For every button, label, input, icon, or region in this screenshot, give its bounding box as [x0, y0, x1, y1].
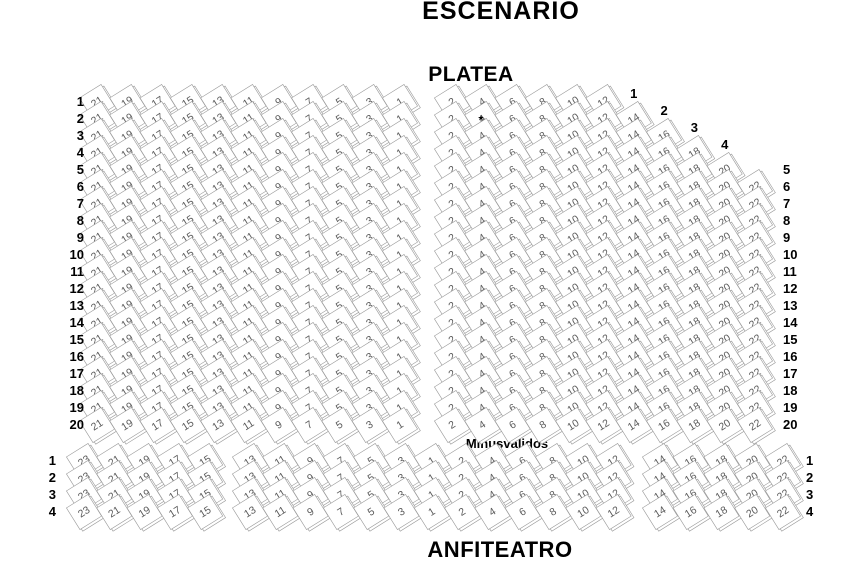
svg-text:20: 20 — [783, 417, 797, 432]
svg-text:2: 2 — [77, 111, 84, 126]
svg-text:18: 18 — [70, 383, 84, 398]
svg-text:8: 8 — [77, 213, 84, 228]
svg-text:6: 6 — [77, 179, 84, 194]
svg-text:4: 4 — [77, 145, 85, 160]
svg-text:2: 2 — [49, 470, 56, 485]
svg-text:3: 3 — [49, 487, 56, 502]
svg-text:7: 7 — [77, 196, 84, 211]
svg-text:11: 11 — [70, 264, 84, 279]
svg-text:1: 1 — [630, 86, 637, 101]
svg-text:19: 19 — [783, 400, 797, 415]
svg-text:12: 12 — [783, 281, 797, 296]
svg-text:16: 16 — [70, 349, 84, 364]
svg-text:3: 3 — [77, 128, 84, 143]
svg-text:3: 3 — [691, 120, 698, 135]
svg-text:12: 12 — [70, 281, 84, 296]
svg-text:ESCENARIO: ESCENARIO — [422, 0, 580, 25]
svg-text:1: 1 — [806, 453, 813, 468]
svg-text:13: 13 — [783, 298, 797, 313]
svg-text:6: 6 — [783, 179, 790, 194]
svg-text:4: 4 — [721, 137, 729, 152]
svg-text:15: 15 — [70, 332, 84, 347]
svg-text:11: 11 — [783, 264, 797, 279]
svg-text:19: 19 — [70, 400, 84, 415]
svg-text:18: 18 — [783, 383, 797, 398]
svg-text:16: 16 — [783, 349, 797, 364]
svg-text:10: 10 — [70, 247, 84, 262]
svg-text:9: 9 — [783, 230, 790, 245]
svg-text:17: 17 — [783, 366, 797, 381]
svg-text:9: 9 — [77, 230, 84, 245]
svg-text:2: 2 — [806, 470, 813, 485]
svg-text:10: 10 — [783, 247, 797, 262]
svg-text:15: 15 — [783, 332, 797, 347]
svg-text:2: 2 — [660, 103, 667, 118]
svg-text:ANFITEATRO: ANFITEATRO — [427, 537, 572, 562]
svg-text:8: 8 — [783, 213, 790, 228]
svg-text:PLATEA: PLATEA — [428, 63, 513, 86]
svg-text:14: 14 — [70, 315, 85, 330]
svg-text:13: 13 — [70, 298, 84, 313]
svg-text:17: 17 — [70, 366, 84, 381]
svg-text:7: 7 — [783, 196, 790, 211]
svg-text:14: 14 — [783, 315, 798, 330]
svg-text:5: 5 — [77, 162, 84, 177]
svg-text:5: 5 — [783, 162, 790, 177]
svg-text:4: 4 — [49, 504, 57, 519]
svg-text:20: 20 — [70, 417, 84, 432]
svg-text:1: 1 — [77, 94, 84, 109]
svg-text:1: 1 — [49, 453, 56, 468]
svg-text:4: 4 — [806, 504, 814, 519]
svg-text:3: 3 — [806, 487, 813, 502]
